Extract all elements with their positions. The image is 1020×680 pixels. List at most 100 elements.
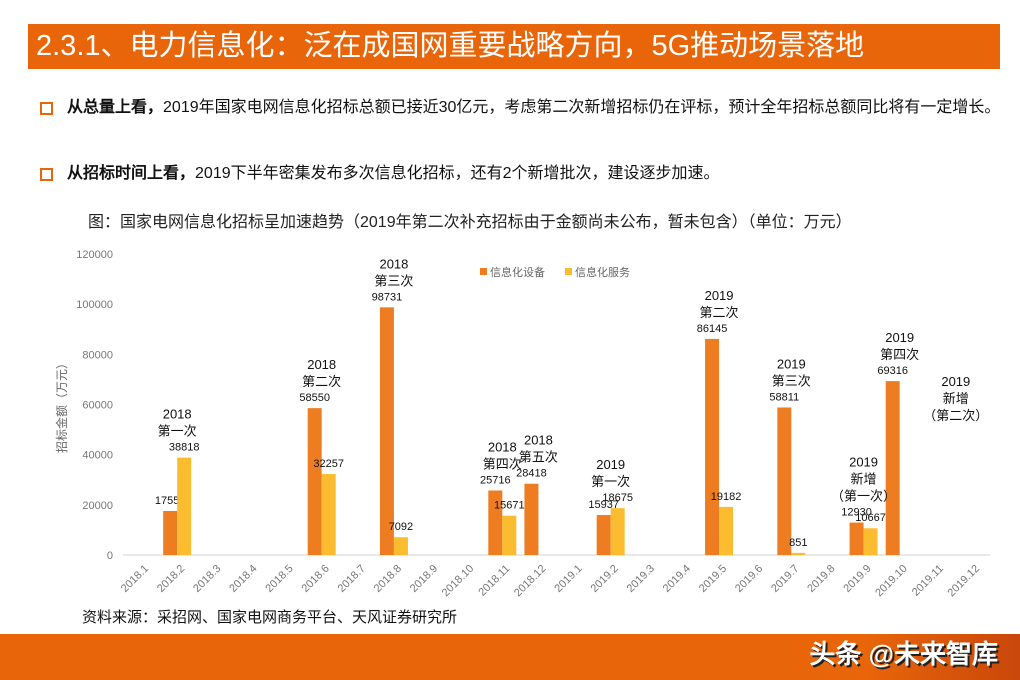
bar-equipment [705, 338, 720, 555]
data-label: 19182 [711, 491, 742, 503]
x-tick-label: 2019.8 [805, 563, 837, 595]
batch-annotation: 第二次 [302, 374, 341, 389]
data-label: 851 [789, 537, 807, 549]
x-tick-label: 2019.1 [552, 563, 584, 595]
batch-annotation: 2019 [941, 374, 970, 389]
x-tick-label: 2019.11 [910, 563, 946, 599]
x-tick-label: 2019.12 [945, 563, 982, 600]
source-note: 资料来源：采招网、国家电网商务平台、天风证券研究所 [82, 609, 458, 626]
data-label: 10667 [855, 512, 886, 524]
x-tick-label: 2018.3 [191, 563, 223, 595]
batch-annotation: （第二次） [923, 408, 988, 423]
data-label: 25716 [480, 474, 511, 486]
batch-annotation: 第三次 [374, 273, 413, 288]
data-label: 28418 [516, 468, 547, 480]
data-label: 15671 [494, 500, 525, 512]
x-tick-label: 2018.10 [440, 563, 477, 600]
x-tick-label: 2019.10 [873, 563, 910, 600]
x-tick-label: 2018.6 [300, 563, 332, 595]
batch-annotation: 第四次 [880, 347, 919, 362]
batch-annotation: 2018 [163, 407, 192, 422]
bar-equipment [488, 490, 503, 555]
bar-service [863, 528, 878, 555]
bar-equipment [849, 522, 864, 555]
data-label: 7092 [389, 521, 413, 533]
data-label: 86145 [697, 323, 728, 335]
data-label: 38818 [169, 442, 200, 454]
x-tick-label: 2019.4 [661, 563, 693, 595]
batch-annotation: 2018 [488, 439, 517, 454]
batch-annotation: 新增 [851, 472, 877, 487]
slide-title: 2.3.1、电力信息化：泛在成国网重要战略方向，5G推动场景落地 [28, 24, 1000, 69]
bullet-2-bold: 从招标时间上看， [67, 165, 196, 182]
y-tick-label: 0 [107, 550, 113, 562]
data-label: 12930 [841, 507, 872, 519]
bar-service [393, 537, 408, 555]
x-tick-label: 2018.8 [372, 563, 404, 595]
batch-annotation: 第二次 [700, 305, 739, 320]
y-tick-label: 80000 [82, 349, 113, 361]
batch-annotation: 2019 [596, 457, 625, 472]
data-label: 69316 [877, 365, 908, 377]
bullet-2-text: 2019下半年密集发布多次信息化招标，还有2个新增批次，建设逐步加速。 [195, 165, 720, 182]
batch-annotation: 第五次 [519, 450, 558, 465]
batch-annotation: 2018 [379, 256, 408, 271]
legend-swatch [565, 268, 572, 275]
batch-annotation: （第一次） [831, 489, 896, 504]
y-tick-label: 20000 [82, 500, 113, 512]
batch-annotation: 第三次 [772, 373, 811, 388]
batch-annotation: 2019 [777, 356, 806, 371]
bar-service [791, 552, 806, 555]
y-tick-label: 40000 [82, 450, 113, 462]
data-label: 98731 [372, 291, 403, 303]
bar-service [610, 508, 625, 555]
y-tick-label: 120000 [76, 249, 113, 261]
bar-service [177, 457, 192, 555]
bar-equipment [307, 408, 322, 555]
batch-annotation: 2018 [524, 433, 553, 448]
x-tick-label: 2018.2 [155, 563, 187, 595]
x-tick-label: 2018.7 [336, 563, 368, 595]
batch-annotation: 第一次 [158, 424, 197, 439]
bar-service [321, 474, 336, 555]
batch-annotation: 第一次 [591, 474, 630, 489]
bar-service [502, 515, 517, 555]
batch-annotation: 第四次 [483, 456, 522, 471]
data-label: 15937 [588, 499, 619, 511]
data-label: 58550 [299, 392, 330, 404]
data-label: 58811 [769, 391, 799, 403]
bullet-square-icon [40, 102, 53, 115]
x-tick-label: 2019.3 [625, 563, 657, 595]
bullet-square-icon [40, 168, 53, 181]
legend-label: 信息化服务 [575, 265, 630, 279]
x-tick-label: 2019.6 [733, 563, 765, 595]
bullet-1: 从总量上看，2019年国家电网信息化招标总额已接近30亿元，考虑第二次新增招标仍… [40, 94, 1007, 122]
x-tick-label: 2018.11 [476, 563, 512, 599]
x-tick-label: 2018.9 [408, 563, 440, 595]
x-tick-label: 2019.7 [769, 563, 801, 595]
bar-service [719, 506, 734, 555]
x-tick-label: 2019.5 [697, 563, 729, 595]
batch-annotation: 2019 [849, 455, 878, 470]
batch-annotation: 2019 [705, 288, 734, 303]
x-tick-label: 2018.4 [227, 563, 259, 595]
bullet-1-bold: 从总量上看， [67, 99, 164, 116]
y-axis-label: 招标金额（万元） [54, 357, 69, 453]
batch-annotation: 新增 [943, 391, 969, 406]
legend-swatch [480, 268, 487, 275]
data-label: 32257 [313, 458, 344, 470]
chart-caption: 图：国家电网信息化招标呈加速趋势（2019年第二次补充招标由于金额尚未公布，暂未… [88, 214, 852, 231]
batch-annotation: 2018 [307, 357, 336, 372]
bar-equipment [524, 483, 539, 555]
x-tick-label: 2019.9 [841, 563, 873, 595]
y-tick-label: 60000 [82, 400, 113, 412]
x-tick-label: 2018.12 [512, 563, 549, 600]
x-tick-label: 2019.2 [589, 563, 621, 595]
bar-equipment [885, 381, 900, 555]
watermark: 头条 @未来智库 [809, 639, 998, 669]
x-tick-label: 2018.1 [119, 563, 151, 595]
bar-equipment [596, 515, 611, 555]
legend-label: 信息化设备 [490, 265, 545, 279]
bar-equipment [163, 510, 178, 555]
